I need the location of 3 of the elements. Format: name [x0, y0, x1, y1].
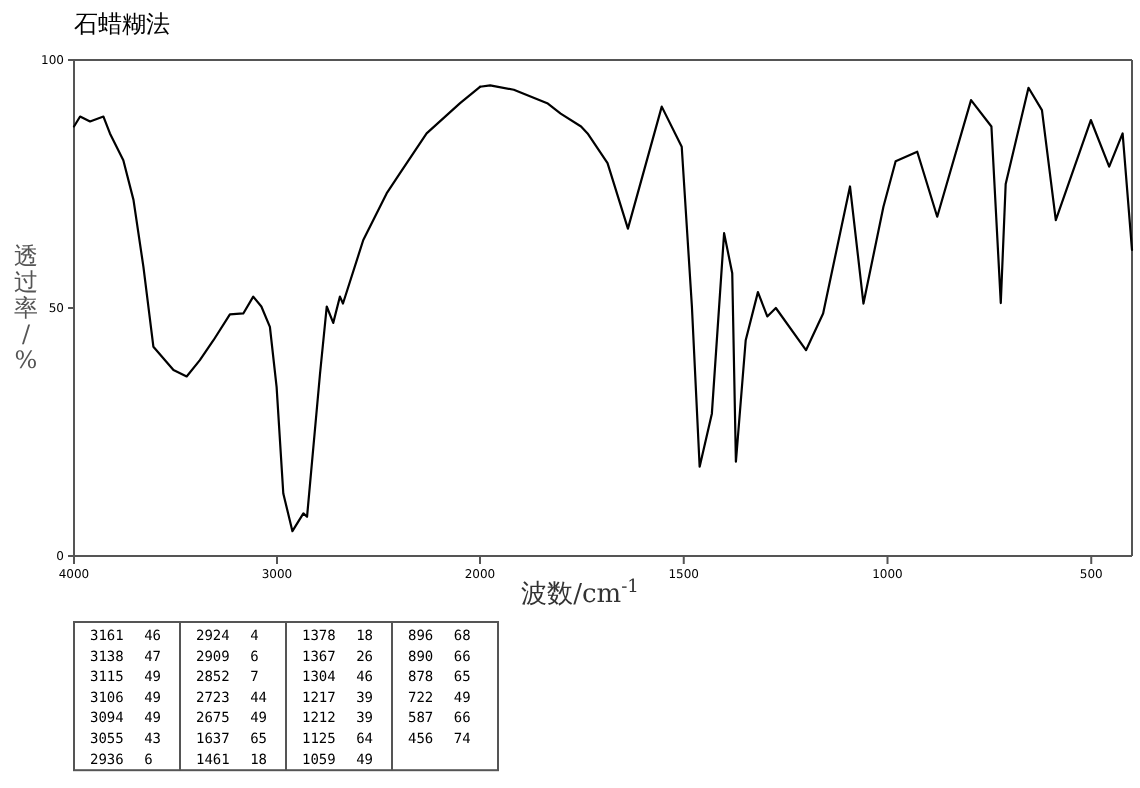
chart-title: 石蜡糊法: [74, 10, 170, 38]
y-axis-title: 透过率/%: [14, 242, 38, 374]
x-axis-title: 波数/cm$^{-1}$: [521, 578, 639, 610]
